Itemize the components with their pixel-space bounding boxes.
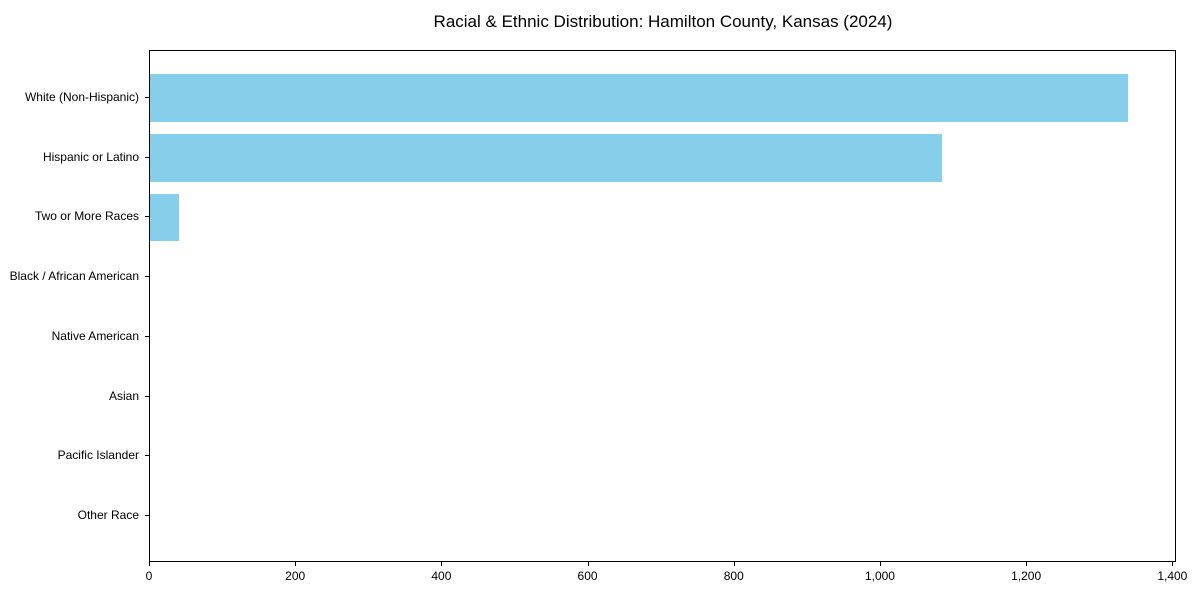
y-tick-mark: [145, 335, 149, 337]
x-tick-mark: [295, 562, 297, 566]
y-tick-label-white-non-hispanic: White (Non-Hispanic): [24, 90, 139, 105]
x-tick-label-400: 400: [431, 569, 452, 583]
x-tick-label-1200: 1,200: [1011, 569, 1042, 583]
y-tick-mark: [145, 276, 149, 278]
y-tick-mark: [145, 156, 149, 158]
y-tick-label-hispanic-or-latino: Hispanic or Latino: [42, 149, 139, 164]
x-tick-label-1000: 1,000: [864, 569, 895, 583]
x-tick-mark: [733, 562, 735, 566]
x-tick-label-0: 0: [145, 569, 153, 583]
bar-hispanic-or-latino: [150, 133, 942, 182]
y-tick-mark: [145, 216, 149, 218]
x-tick-label-200: 200: [285, 569, 306, 583]
bar-white-non-hispanic: [150, 74, 1128, 122]
x-tick-label-1400: 1,400: [1157, 569, 1188, 583]
x-tick-mark: [1026, 562, 1028, 566]
y-tick-mark: [145, 514, 149, 516]
y-tick-label-other-race: Other Race: [77, 507, 139, 522]
x-tick-label-600: 600: [577, 569, 598, 583]
bar-two-or-more-races: [150, 193, 180, 242]
y-tick-label-two-or-more-races: Two or More Races: [34, 209, 139, 224]
plot-area: [149, 50, 1176, 562]
chart-title: Racial & Ethnic Distribution: Hamilton C…: [433, 12, 893, 31]
y-tick-mark: [145, 455, 149, 457]
y-tick-label-asian: Asian: [108, 388, 139, 403]
y-tick-label-black-african-american: Black / African American: [9, 269, 139, 284]
y-tick-label-pacific-islander: Pacific Islander: [57, 448, 139, 463]
x-tick-mark: [879, 562, 881, 566]
x-tick-mark: [441, 562, 443, 566]
x-tick-mark: [149, 562, 150, 566]
x-tick-mark: [587, 562, 589, 566]
y-tick-label-native-american: Native American: [51, 328, 139, 343]
y-tick-mark: [145, 395, 149, 397]
y-tick-mark: [145, 97, 149, 99]
x-tick-mark: [1172, 562, 1174, 566]
x-tick-label-800: 800: [723, 569, 744, 583]
